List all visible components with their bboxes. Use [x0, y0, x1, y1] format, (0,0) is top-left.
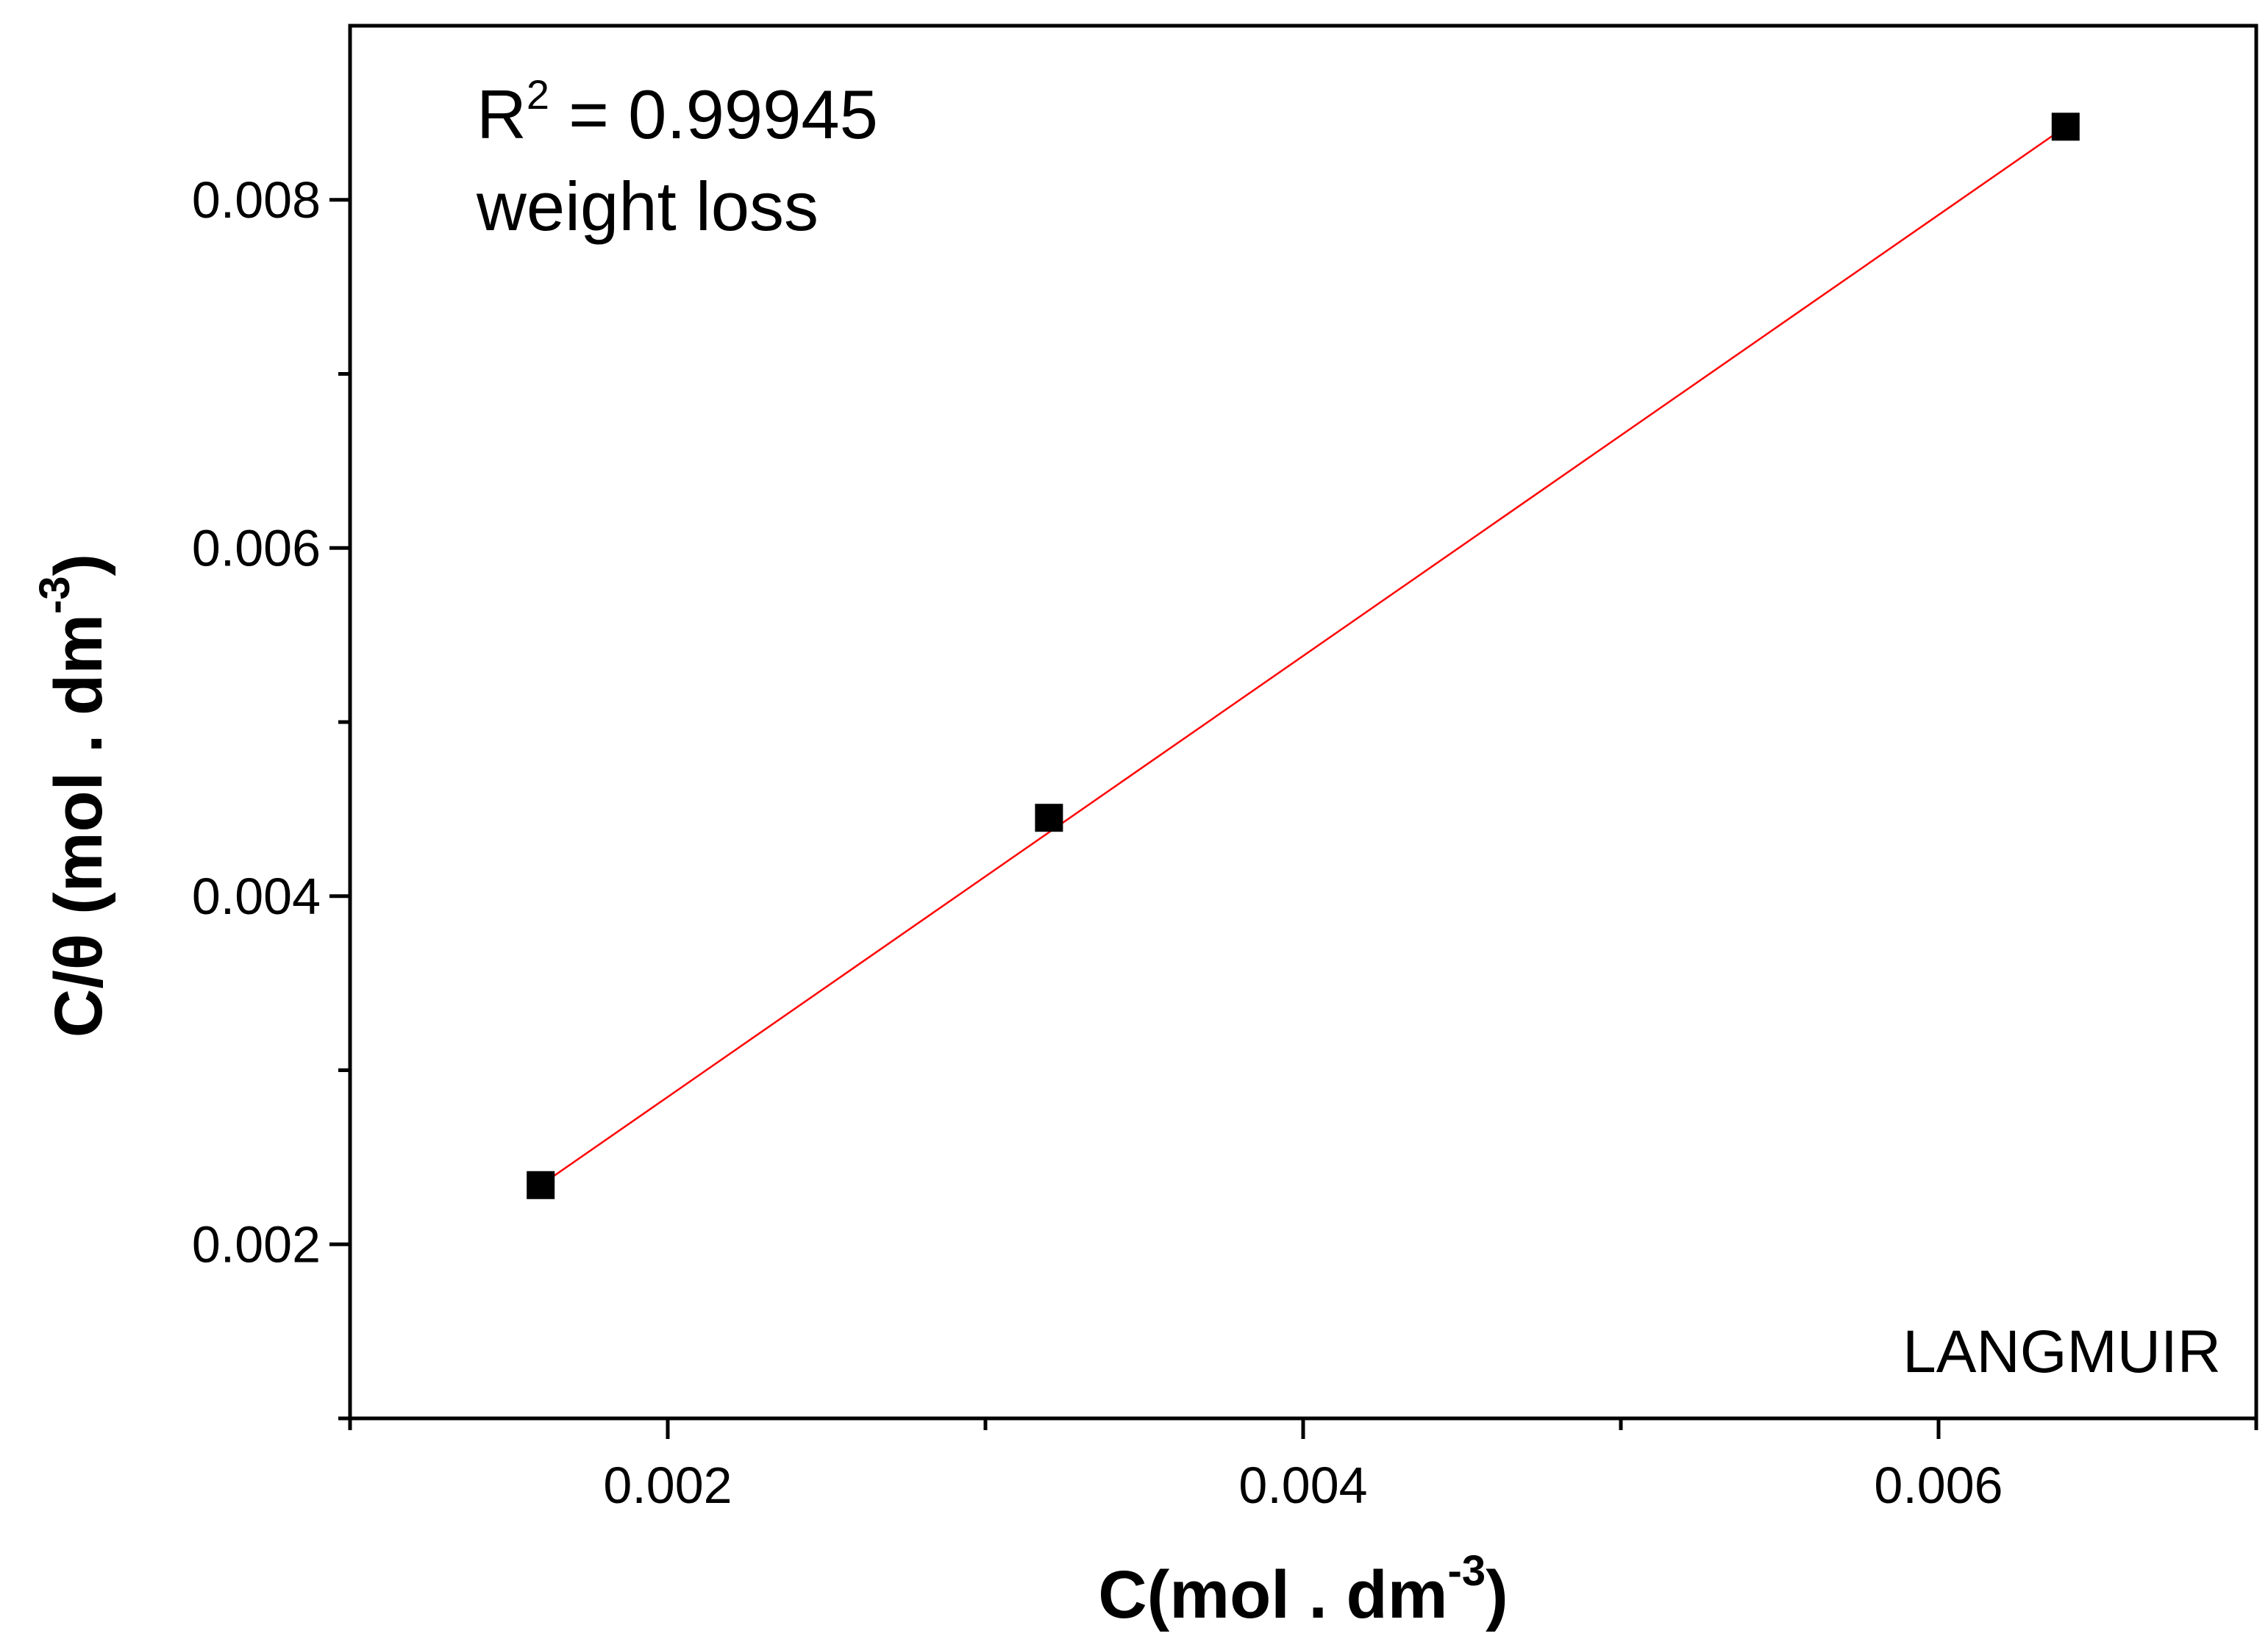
y-tick-label: 0.008: [192, 171, 321, 229]
y-tick-label: 0.006: [192, 519, 321, 576]
data-points: [527, 113, 2080, 1199]
x-axis-ticks: 0.002 0.004 0.006: [348, 1418, 2258, 1514]
y-tick-label: 0.002: [192, 1215, 321, 1273]
x-axis-title: C(mol . dm-3): [1098, 1547, 1508, 1632]
x-tick-label: 0.002: [603, 1457, 732, 1514]
method-annotation: weight loss: [476, 168, 819, 245]
fit-line-layer: [540, 126, 2066, 1186]
x-tick-label: 0.006: [1874, 1457, 2003, 1514]
fit-line: [540, 126, 2066, 1186]
y-axis-ticks: 0.002 0.004 0.006 0.008: [192, 171, 350, 1421]
data-point: [527, 1171, 555, 1199]
r2-annotation: R2 = 0.99945: [477, 71, 878, 153]
model-annotation: LANGMUIR: [1903, 1318, 2221, 1385]
y-axis-title: C/θ (mol . dm-3): [31, 554, 116, 1038]
y-tick-label: 0.004: [192, 868, 321, 925]
data-point: [2051, 113, 2080, 141]
x-tick-label: 0.004: [1238, 1457, 1367, 1514]
data-point: [1035, 804, 1063, 832]
